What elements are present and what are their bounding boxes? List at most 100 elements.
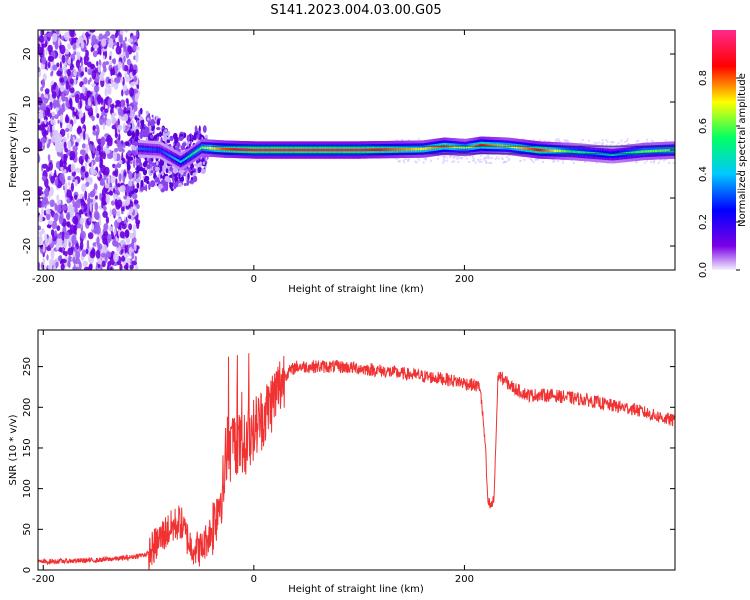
ridge-segment: [643, 150, 646, 153]
noise-speckle: [91, 223, 95, 231]
noise-speckle: [67, 176, 72, 181]
halo-speckle: [547, 140, 550, 143]
noise-speckle: [67, 42, 72, 50]
ridge-segment: [234, 148, 237, 151]
noise-speckle: [38, 118, 41, 124]
noise-speckle: [66, 221, 69, 227]
halo-speckle: [628, 142, 630, 145]
halo-speckle: [494, 158, 497, 160]
noise-speckle: [117, 61, 123, 70]
ridge-segment: [146, 148, 150, 151]
ridge-segment: [592, 152, 596, 155]
noise-speckle: [38, 231, 43, 236]
halo-speckle: [620, 139, 623, 142]
noise-speckle: [104, 108, 109, 113]
ridge-segment: [253, 148, 256, 152]
ridge-segment: [528, 147, 531, 150]
ridge-segment: [153, 148, 156, 151]
ridge-segment: [159, 149, 162, 152]
ridge-segment: [177, 159, 180, 162]
noise-speckle: [127, 38, 134, 43]
ridge-segment: [332, 148, 335, 152]
ridge-segment: [466, 146, 469, 149]
colorbar-tick-label: 0.4: [698, 166, 709, 182]
ridge-segment: [590, 151, 593, 155]
ridge-segment: [515, 146, 518, 149]
noise-speckle: [81, 165, 86, 173]
halo-speckle: [567, 140, 570, 143]
noise-speckle: [111, 124, 117, 130]
noise-speckle: [81, 143, 86, 149]
ridge-segment: [658, 149, 661, 152]
noise-speckle: [113, 151, 118, 162]
noise-speckle: [59, 96, 62, 104]
ridge-segment: [193, 151, 196, 154]
noise-speckle: [84, 66, 88, 73]
ridge-segment: [613, 153, 616, 156]
ridge-segment: [529, 147, 532, 151]
halo-speckle: [605, 138, 608, 141]
ridge-segment: [405, 148, 409, 151]
ridge-segment: [424, 147, 427, 150]
y-tick-label: -10: [22, 190, 33, 206]
halo-speckle: [506, 156, 509, 159]
transition-speckle: [180, 145, 186, 151]
ridge-segment: [656, 149, 659, 153]
ridge-segment: [297, 148, 300, 152]
noise-speckle: [95, 249, 101, 259]
ridge-segment: [308, 148, 311, 152]
noise-speckle: [136, 204, 140, 209]
ridge-segment: [327, 148, 330, 152]
noise-speckle: [43, 33, 47, 42]
noise-speckle: [57, 37, 61, 47]
noise-speckle: [42, 163, 48, 169]
ridge-segment: [450, 145, 453, 148]
noise-speckle: [88, 111, 94, 116]
noise-speckle: [78, 65, 82, 75]
noise-speckle: [45, 47, 48, 56]
noise-speckle: [64, 116, 70, 124]
halo-speckle: [598, 141, 601, 144]
transition-speckle: [145, 110, 149, 115]
noise-speckle: [104, 183, 110, 189]
ridge-segment: [481, 144, 484, 147]
ridge-segment: [527, 147, 530, 150]
colorbar-tick-label: 0.0: [698, 262, 709, 278]
y-tick-label: 0: [22, 567, 33, 573]
noise-speckle: [60, 114, 63, 123]
ridge-segment: [360, 148, 363, 152]
noise-speckle: [108, 38, 114, 48]
ridge-segment: [635, 151, 638, 154]
noise-speckle: [83, 95, 87, 101]
ridge-segment: [155, 148, 158, 151]
ridge-segment: [217, 147, 220, 150]
halo-speckle: [408, 158, 411, 161]
transition-speckle: [169, 174, 173, 178]
noise-speckle: [86, 91, 92, 97]
ridge-segment: [399, 148, 402, 151]
noise-speckle: [103, 66, 107, 73]
y-tick-label: 100: [22, 479, 33, 498]
halo-speckle: [453, 156, 456, 159]
ridge-segment: [320, 148, 323, 152]
ridge-segment: [633, 151, 636, 154]
ridge-segment: [194, 150, 198, 154]
ridge-segment: [201, 146, 204, 149]
noise-speckle: [71, 239, 75, 248]
noise-speckle: [53, 119, 56, 126]
noise-speckle: [76, 51, 79, 60]
transition-speckle: [140, 179, 144, 188]
noise-speckle: [87, 136, 90, 146]
noise-speckle: [105, 61, 110, 65]
halo-speckle: [401, 139, 404, 141]
ridge-segment: [206, 146, 209, 150]
noise-speckle: [68, 241, 71, 248]
ridge-segment: [325, 148, 328, 152]
noise-speckle: [52, 64, 58, 71]
noise-speckle: [97, 125, 100, 136]
halo-speckle: [609, 144, 612, 147]
halo-speckle: [450, 155, 453, 158]
noise-speckle: [51, 91, 57, 99]
noise-speckle: [89, 143, 93, 151]
ridge-segment: [301, 148, 304, 152]
